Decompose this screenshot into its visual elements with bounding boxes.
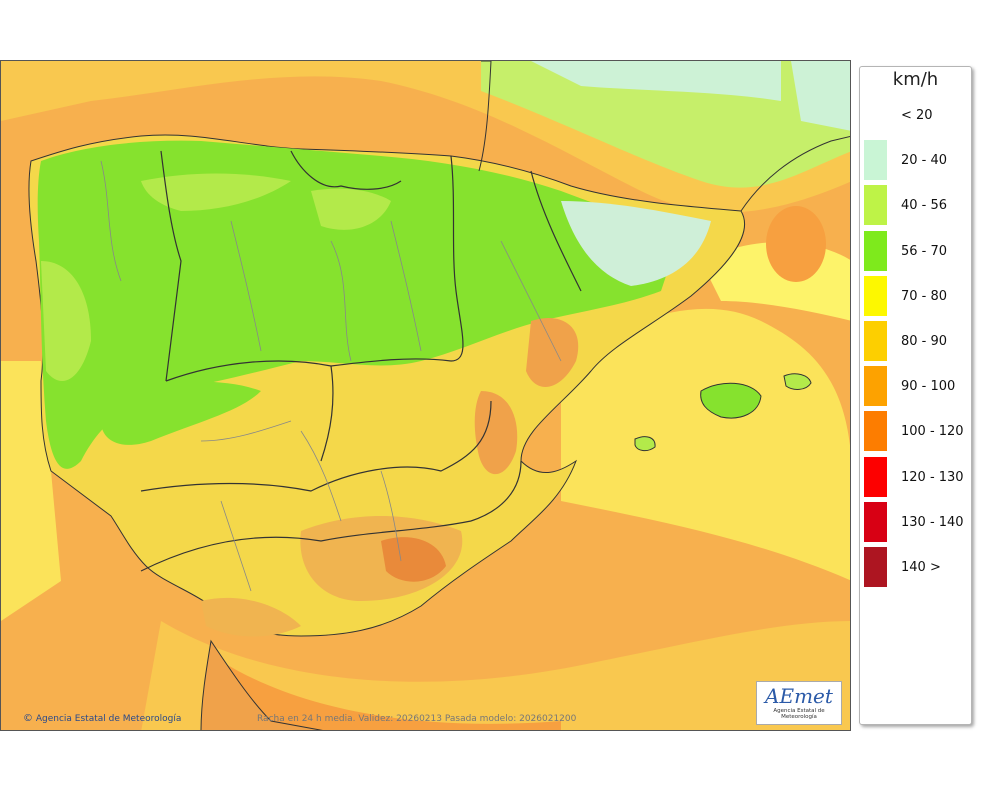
legend-item: 40 - 56: [864, 185, 969, 226]
zone-90-100-maestrazgo: [526, 317, 579, 388]
legend-item: 80 - 90: [864, 321, 969, 361]
map-canvas: [1, 61, 850, 730]
credit-text: Agencia Estatal de Meteorología: [35, 714, 182, 724]
legend-label: 56 - 70: [901, 243, 948, 259]
legend-item: 100 - 120: [864, 411, 969, 452]
zone-56-70-north: [37, 140, 682, 469]
legend-swatch: [864, 501, 887, 542]
calm-area-northeast: [791, 61, 850, 131]
legend-label: 140 >: [901, 560, 941, 575]
legend-item: < 20: [864, 95, 969, 135]
zone-20-40-pyrenees: [561, 201, 711, 286]
legend-swatch: [864, 456, 887, 497]
zone-40-56-cantabria: [141, 173, 291, 211]
province-borders: [100, 160, 562, 592]
legend-label: 80 - 90: [901, 334, 948, 349]
legend-swatch: [864, 321, 887, 361]
legend-swatch: [864, 140, 887, 181]
zone-100-120-sierra-nevada: [381, 537, 446, 582]
legend-swatch: [864, 185, 887, 226]
legend-swatch: [864, 411, 887, 452]
legend-item: 70 - 80: [864, 275, 969, 316]
map-caption: Racha en 24 h media. Validez: 20260213 P…: [257, 714, 577, 724]
legend-swatch: [864, 366, 887, 407]
legend-label: 130 - 140: [901, 514, 964, 530]
gust-spot-east: [766, 206, 826, 282]
legend-swatch: [864, 95, 887, 135]
legend-item: 140 >: [864, 547, 969, 587]
legend-item: 56 - 70: [864, 230, 969, 271]
legend-swatch: [864, 547, 887, 587]
calm-area-north: [531, 61, 781, 101]
wind-gust-map: © Agencia Estatal de Meteorología Racha …: [0, 60, 851, 731]
legend-unit: km/h: [892, 69, 939, 90]
aemet-logo-text: AEmet: [765, 684, 833, 708]
legend-label: 120 - 130: [901, 469, 964, 485]
sea-band-balearic: [561, 308, 850, 581]
aemet-logo-subtitle: Agencia Estatal de Meteorología: [773, 708, 825, 720]
zone-40-56-galicia: [41, 261, 91, 381]
zone-90-100-iberian-system: [474, 391, 518, 475]
mallorca: [700, 382, 762, 419]
legend-label: 70 - 80: [901, 288, 948, 304]
aemet-logo: AEmet Agencia Estatal de Meteorología: [756, 681, 842, 725]
france-med-coastline: [740, 135, 850, 212]
legend-label: 90 - 100: [901, 379, 956, 395]
legend-panel: km/h < 20 20 - 40 40 - 56 56 - 70 70 - 80 80 …: [859, 66, 972, 725]
legend-label: 20 - 40: [901, 153, 948, 169]
france-coastline: [478, 61, 492, 172]
north-africa-coast: [200, 639, 323, 730]
ibiza: [634, 436, 656, 452]
legend-swatch: [864, 275, 887, 316]
legend-item: 130 - 140: [864, 501, 969, 542]
menorca: [783, 373, 812, 390]
legend-item: 90 - 100: [864, 366, 969, 407]
zone-56-70-west: [101, 381, 261, 445]
legend-label: 40 - 56: [901, 198, 948, 214]
zone-80-90-ronda: [201, 597, 301, 637]
legend-item: 120 - 130: [864, 456, 969, 497]
region-borders: [140, 150, 582, 572]
copyright-credit: © Agencia Estatal de Meteorología: [23, 713, 181, 724]
legend-swatch: [864, 230, 887, 271]
legend-label: < 20: [901, 108, 933, 123]
zone-40-56-basque: [311, 188, 391, 230]
copyright-icon: ©: [23, 713, 33, 724]
gust-band-alboran: [201, 661, 561, 730]
legend-label: 100 - 120: [901, 424, 964, 440]
legend-item: 20 - 40: [864, 140, 969, 181]
